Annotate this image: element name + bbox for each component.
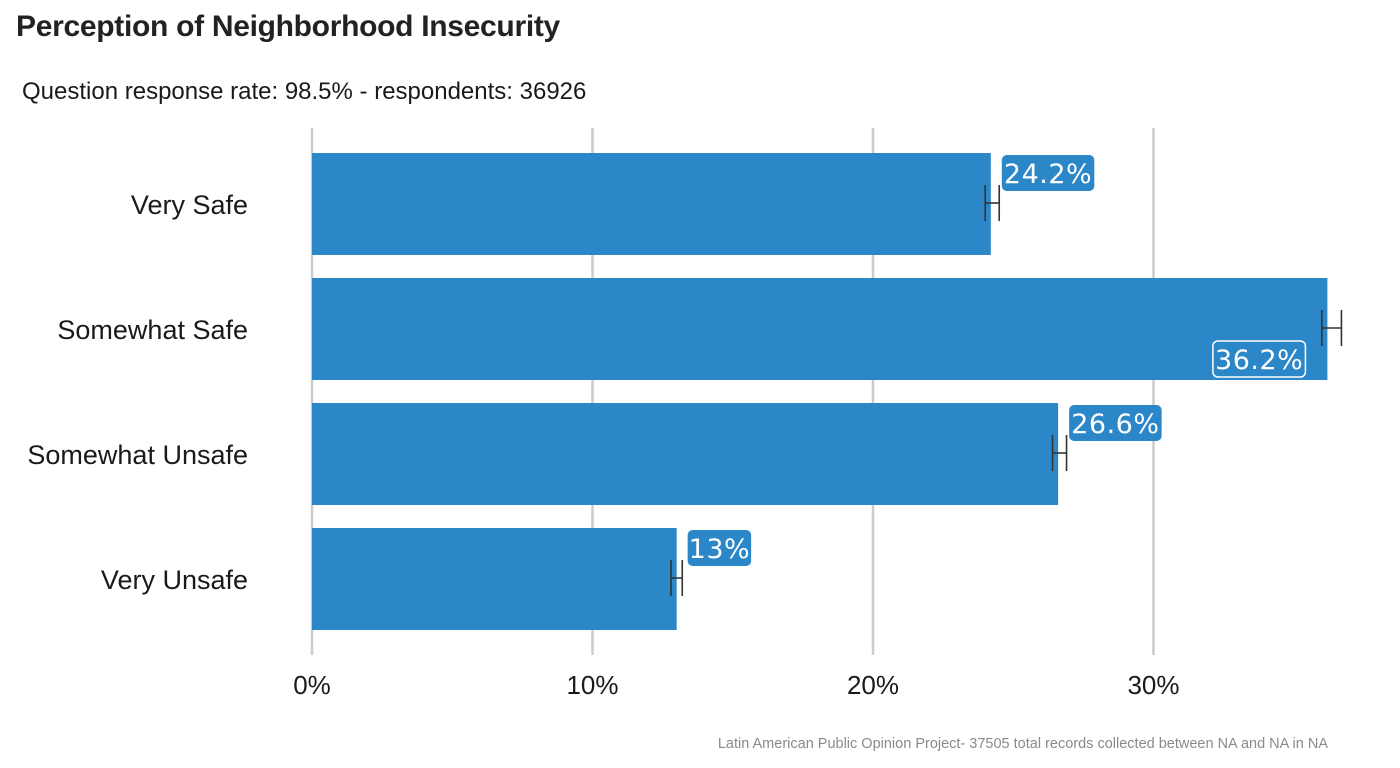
data-labels: 24.2% 36.2% 26.6% 13% xyxy=(687,155,1307,566)
x-tick-labels: 0% 10% 20% 30% xyxy=(293,670,1179,700)
category-label: Somewhat Safe xyxy=(57,315,248,345)
bar xyxy=(312,153,991,255)
data-label-box xyxy=(687,530,752,566)
error-bars xyxy=(670,185,1343,596)
chart-title: Perception of Neighborhood Insecurity xyxy=(16,10,560,43)
category-label: Very Unsafe xyxy=(101,565,248,595)
category-label: Very Safe xyxy=(131,190,248,220)
source-caption: Latin American Public Opinion Project- 3… xyxy=(717,736,1328,752)
category-label: Somewhat Unsafe xyxy=(27,440,248,470)
data-label-box xyxy=(1001,155,1095,191)
data-label: 36.2% xyxy=(1215,345,1303,376)
x-tick-label: 10% xyxy=(566,670,618,700)
category-labels: Very Safe Somewhat Safe Somewhat Unsafe Ver… xyxy=(27,190,248,595)
data-label-box xyxy=(1212,340,1307,378)
data-label: 13% xyxy=(689,534,751,565)
data-label: 24.2% xyxy=(1004,159,1092,190)
data-label: 26.6% xyxy=(1071,409,1159,440)
chart-subtitle: Question response rate: 98.5% - responde… xyxy=(22,78,587,105)
bars xyxy=(312,153,1328,630)
data-label-box xyxy=(1069,405,1162,441)
bar xyxy=(312,403,1059,505)
x-tick-label: 30% xyxy=(1127,670,1179,700)
bar xyxy=(312,528,677,630)
bar xyxy=(312,278,1328,380)
x-tick-label: 0% xyxy=(293,670,331,700)
x-tick-label: 20% xyxy=(847,670,899,700)
